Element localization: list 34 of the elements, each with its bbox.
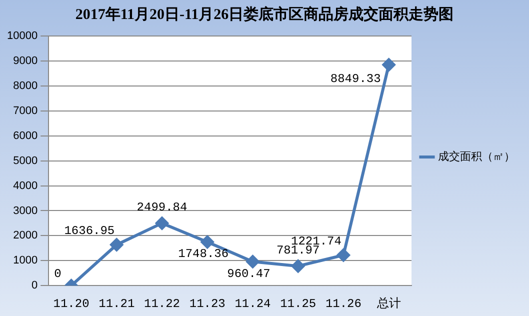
data-label: 960.47 — [227, 266, 270, 281]
point — [292, 260, 305, 273]
y-tick-label: 10000 — [6, 30, 38, 42]
data-label: 2499.84 — [136, 200, 188, 214]
point — [110, 238, 124, 252]
x-tick-label: 11.22 — [144, 296, 180, 311]
x-tick-label: 11.24 — [234, 296, 271, 311]
y-tick-label: 4000 — [13, 180, 38, 192]
y-tick-label: 2000 — [13, 230, 38, 242]
legend-label: 成交面积（㎡） — [438, 150, 515, 163]
y-tick-label: 5000 — [13, 154, 38, 167]
y-tick-label: 0 — [31, 280, 38, 292]
data-label: 8849.33 — [330, 72, 381, 86]
point — [336, 248, 350, 262]
x-tick-label: 11.21 — [98, 296, 135, 311]
y-tick-label: 1000 — [13, 254, 38, 267]
x-tick-label: 11.25 — [280, 296, 316, 311]
y-tick-label: 9000 — [13, 54, 38, 67]
y-tick-label: 3000 — [13, 204, 38, 217]
data-label: 0 — [54, 266, 62, 281]
data-label: 1748.36 — [178, 247, 229, 262]
y-tick-label: 6000 — [13, 130, 38, 142]
point — [246, 255, 260, 268]
point — [200, 235, 214, 248]
x-tick-label: 11.20 — [53, 296, 90, 311]
x-tick-label: 11.23 — [189, 296, 226, 311]
x-tick-label: 总计 — [376, 296, 401, 311]
point — [156, 216, 168, 230]
data-label: 1636.95 — [64, 224, 115, 238]
point — [382, 58, 396, 72]
y-tick-label: 7000 — [13, 104, 38, 117]
chart-title: 2017年11月20日-11月26日娄底市区商品房成交面积走势图 — [75, 4, 454, 23]
y-tick-label: 8000 — [13, 80, 38, 92]
x-tick-label: 11.26 — [325, 296, 362, 311]
